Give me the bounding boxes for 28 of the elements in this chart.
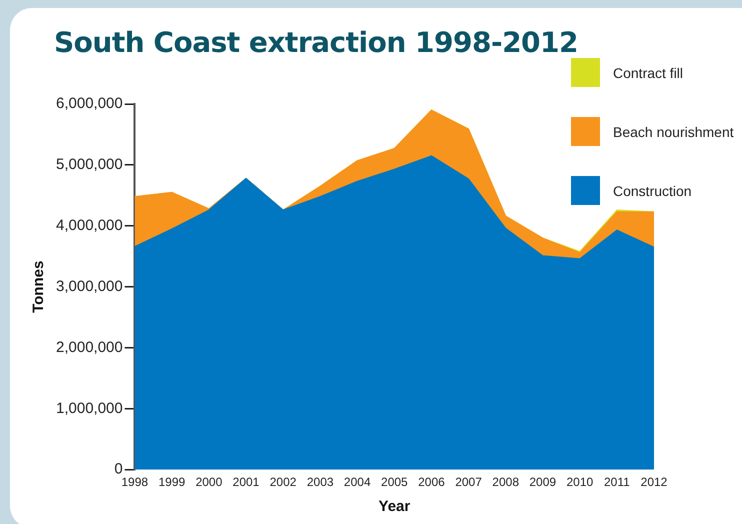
y-tick-label: 3,000,000 — [56, 278, 123, 295]
y-tick-label: 6,000,000 — [56, 95, 123, 112]
x-tick-label: 1998 — [121, 475, 148, 490]
y-tick-label: 2,000,000 — [56, 338, 123, 356]
x-tick-label: 2010 — [566, 475, 594, 490]
y-tick-label: 0 — [114, 460, 123, 478]
x-tick-label: 2005 — [381, 475, 408, 490]
x-axis-title: Year — [378, 498, 410, 516]
x-tick-label: 2004 — [344, 475, 371, 490]
x-tick-label: 2000 — [196, 475, 223, 490]
x-tick-label: 2002 — [270, 475, 297, 490]
x-tick-label: 2001 — [232, 475, 260, 490]
x-tick-label: 2006 — [418, 475, 446, 490]
y-tick-label: 1,000,000 — [56, 400, 123, 417]
x-tick-label: 2009 — [529, 475, 556, 490]
legend-label: Contract fill — [613, 64, 684, 80]
x-tick-label: 1999 — [158, 475, 186, 490]
x-tick-label: 2008 — [492, 475, 520, 490]
x-tick-label: 2007 — [455, 475, 482, 490]
x-tick-label: 2003 — [306, 475, 334, 490]
y-tick-label: 5,000,000 — [56, 156, 123, 174]
legend-label: Beach nourishment — [613, 124, 734, 140]
chart-title: South Coast extraction 1998-2012 — [54, 26, 578, 59]
y-tick-label: 4,000,000 — [56, 217, 123, 234]
legend-label: Construction — [613, 182, 692, 198]
x-tick-label: 2012 — [640, 475, 668, 490]
y-axis-title: Tonnes — [30, 260, 48, 313]
x-tick-label: 2011 — [604, 475, 630, 490]
